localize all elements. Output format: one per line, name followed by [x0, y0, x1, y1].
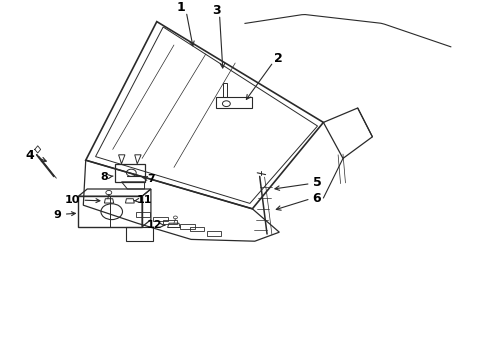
Bar: [126, 227, 153, 241]
Text: 11: 11: [137, 195, 152, 205]
Text: 3: 3: [212, 4, 221, 17]
Bar: [180, 224, 195, 229]
Bar: [115, 164, 145, 182]
Text: 5: 5: [313, 176, 321, 189]
Bar: [136, 212, 150, 217]
Text: 1: 1: [177, 1, 186, 14]
Bar: [163, 220, 177, 224]
Text: 7: 7: [147, 174, 155, 184]
Text: 12: 12: [147, 220, 163, 230]
Bar: [216, 97, 252, 108]
Text: 9: 9: [53, 210, 61, 220]
Bar: [78, 196, 142, 227]
Text: 2: 2: [274, 52, 283, 65]
Bar: [223, 83, 227, 97]
Bar: [190, 227, 204, 231]
Text: 6: 6: [313, 192, 321, 204]
Bar: [153, 217, 168, 221]
Text: 8: 8: [100, 172, 108, 182]
Bar: [207, 231, 221, 236]
Text: 10: 10: [65, 195, 80, 205]
Text: 4: 4: [25, 149, 34, 162]
